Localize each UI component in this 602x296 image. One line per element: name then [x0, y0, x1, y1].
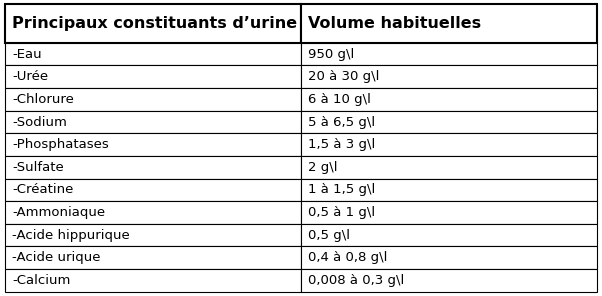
Bar [5, 156, 301, 178]
Text: -Eau: -Eau [12, 48, 42, 61]
Text: -Ammoniaque: -Ammoniaque [12, 206, 105, 219]
Text: 1,5 à 3 g\l: 1,5 à 3 g\l [308, 138, 376, 151]
Text: 1 à 1,5 g\l: 1 à 1,5 g\l [308, 183, 376, 196]
Text: 5 à 6,5 g\l: 5 à 6,5 g\l [308, 115, 376, 128]
Bar [301, 43, 597, 65]
Text: 6 à 10 g\l: 6 à 10 g\l [308, 93, 371, 106]
Bar [301, 246, 597, 269]
Bar [5, 201, 301, 224]
Bar [301, 156, 597, 178]
Text: 0,008 à 0,3 g\l: 0,008 à 0,3 g\l [308, 274, 405, 287]
Text: Volume habituelles: Volume habituelles [308, 16, 482, 31]
Bar [5, 178, 301, 201]
Text: 0,5 à 1 g\l: 0,5 à 1 g\l [308, 206, 376, 219]
Bar [301, 65, 597, 88]
Text: -Acide hippurique: -Acide hippurique [12, 229, 130, 242]
Text: 0,5 g\l: 0,5 g\l [308, 229, 350, 242]
Text: 0,4 à 0,8 g\l: 0,4 à 0,8 g\l [308, 251, 388, 264]
Bar [301, 201, 597, 224]
Bar [301, 111, 597, 133]
Bar [301, 88, 597, 111]
Bar [5, 88, 301, 111]
Bar [301, 4, 597, 43]
Bar [5, 111, 301, 133]
Text: -Sulfate: -Sulfate [12, 161, 64, 174]
Bar [301, 269, 597, 292]
Text: Principaux constituants d’urine: Principaux constituants d’urine [12, 16, 297, 31]
Text: 2 g\l: 2 g\l [308, 161, 338, 174]
Bar [5, 43, 301, 65]
Text: -Créatine: -Créatine [12, 183, 73, 196]
Text: -Phosphatases: -Phosphatases [12, 138, 109, 151]
Text: -Sodium: -Sodium [12, 115, 67, 128]
Bar [5, 224, 301, 246]
Bar [301, 224, 597, 246]
Bar [301, 178, 597, 201]
Text: 950 g\l: 950 g\l [308, 48, 355, 61]
Bar [5, 4, 301, 43]
Bar [5, 133, 301, 156]
Text: -Urée: -Urée [12, 70, 48, 83]
Bar [301, 133, 597, 156]
Bar [5, 246, 301, 269]
Text: 20 à 30 g\l: 20 à 30 g\l [308, 70, 380, 83]
Bar [5, 65, 301, 88]
Text: -Chlorure: -Chlorure [12, 93, 74, 106]
Bar [5, 269, 301, 292]
Text: -Calcium: -Calcium [12, 274, 70, 287]
Text: -Acide urique: -Acide urique [12, 251, 101, 264]
